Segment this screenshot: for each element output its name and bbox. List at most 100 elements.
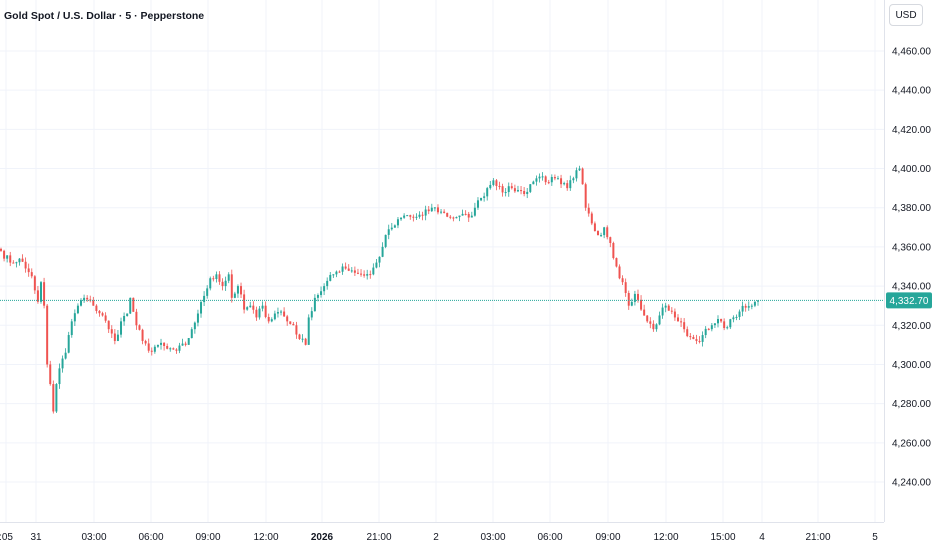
- candle-body: [304, 338, 307, 345]
- candle-body: [49, 364, 52, 385]
- x-tick-label: 09:00: [195, 532, 220, 543]
- candle-body: [298, 334, 301, 339]
- candle-body: [356, 272, 359, 274]
- candle-body: [664, 305, 667, 308]
- x-tick-label: 4: [759, 532, 765, 543]
- candle-body: [104, 315, 107, 321]
- candle-body: [516, 190, 519, 192]
- candle-body: [236, 286, 239, 294]
- candle-body: [476, 200, 479, 208]
- candle-body: [492, 180, 495, 185]
- candle-body: [193, 322, 196, 330]
- x-tick-label: 2: [433, 532, 439, 543]
- candle-body: [160, 342, 163, 345]
- candle-body: [200, 302, 203, 314]
- candle-body: [547, 182, 550, 184]
- candle-body: [55, 384, 58, 412]
- candle-body: [73, 313, 76, 322]
- candle-body: [9, 255, 12, 263]
- candle-body: [270, 319, 273, 322]
- candle-body: [686, 329, 689, 337]
- candle-body: [313, 297, 316, 312]
- y-tick-label: 4,240.00: [892, 478, 931, 489]
- candle-body: [532, 181, 535, 185]
- candle-body: [36, 290, 39, 302]
- candle-body: [523, 191, 526, 195]
- candle-body: [83, 297, 86, 301]
- candle-body: [593, 223, 596, 232]
- candle-body: [153, 346, 156, 352]
- candle-body: [110, 329, 113, 334]
- candle-body: [326, 280, 329, 287]
- candle-body: [649, 321, 652, 324]
- x-tick-label: 31: [30, 532, 42, 543]
- candle-body: [292, 323, 295, 326]
- candle-body: [587, 207, 590, 214]
- candle-body: [621, 278, 624, 283]
- candle-body: [575, 170, 578, 179]
- candle-body: [753, 301, 756, 306]
- candle-body: [163, 342, 166, 346]
- candle-body: [507, 186, 510, 193]
- candle-body: [347, 268, 350, 271]
- candle-body: [436, 207, 439, 213]
- candle-body: [713, 323, 716, 326]
- x-tick-label: 06:00: [537, 532, 562, 543]
- x-tick-label: :05: [0, 532, 13, 543]
- candle-body: [141, 329, 144, 341]
- candle-body: [483, 196, 486, 198]
- candle-body: [495, 180, 498, 186]
- x-tick-label: 12:00: [653, 532, 678, 543]
- candle-body: [633, 293, 636, 302]
- candle-body: [187, 338, 190, 345]
- candle-body: [498, 185, 501, 187]
- candle-body: [218, 274, 221, 282]
- candle-body: [409, 215, 412, 217]
- candle-body: [510, 186, 513, 189]
- candle-body: [504, 192, 507, 194]
- candle-body: [6, 255, 9, 259]
- candle-body: [129, 297, 132, 314]
- candle-body: [473, 207, 476, 216]
- candle-body: [372, 267, 375, 275]
- candle-body: [670, 310, 673, 312]
- candle-body: [120, 321, 123, 335]
- candle-body: [563, 183, 566, 185]
- candle-body: [283, 311, 286, 317]
- candle-body: [612, 242, 615, 259]
- candle-body: [624, 282, 627, 294]
- candle-body: [636, 293, 639, 300]
- candle-body: [33, 276, 36, 291]
- candle-body: [230, 274, 233, 298]
- candle-body: [113, 333, 116, 341]
- candle-body: [744, 305, 747, 308]
- x-tick-label: 2026: [311, 532, 334, 543]
- candle-body: [646, 315, 649, 322]
- candle-body: [58, 368, 61, 385]
- candle-body: [486, 188, 489, 197]
- currency-selector-button[interactable]: USD: [889, 4, 923, 26]
- candle-body: [596, 231, 599, 236]
- candle-body: [335, 271, 338, 275]
- candle-body: [116, 334, 119, 341]
- candle-body: [393, 225, 396, 228]
- candle-body: [452, 217, 455, 219]
- candle-body: [178, 345, 181, 351]
- y-tick-label: 4,340.00: [892, 282, 931, 293]
- candle-body: [747, 306, 750, 308]
- candle-body: [264, 305, 267, 317]
- candle-body: [12, 262, 15, 264]
- candle-body: [526, 191, 529, 195]
- candle-body: [566, 183, 569, 189]
- chart-title: Gold Spot / U.S. Dollar · 5 · Pepperston…: [4, 10, 204, 22]
- y-tick-label: 4,460.00: [892, 47, 931, 58]
- plot-area[interactable]: [0, 0, 884, 522]
- y-tick-label: 4,300.00: [892, 360, 931, 371]
- last-price-label: 4,332.70: [890, 296, 929, 307]
- candle-body: [338, 271, 341, 273]
- candle-body: [661, 307, 664, 316]
- candle-body: [501, 186, 504, 193]
- candle-body: [757, 300, 759, 302]
- candle-body: [46, 305, 49, 365]
